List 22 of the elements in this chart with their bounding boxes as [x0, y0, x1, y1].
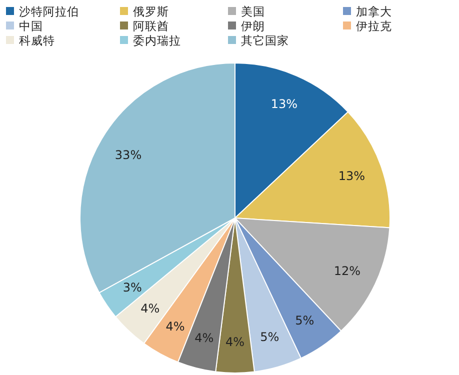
legend-label: 科威特 — [19, 34, 55, 48]
legend-label: 其它国家 — [241, 34, 289, 48]
legend-label: 阿联酋 — [133, 19, 169, 33]
data-label: 13% — [338, 168, 366, 183]
legend-label: 沙特阿拉伯 — [19, 4, 79, 18]
data-label: 4% — [166, 320, 185, 334]
data-label: 3% — [122, 280, 142, 295]
data-label: 4% — [225, 335, 245, 349]
legend-label: 美国 — [241, 4, 265, 18]
legend-label: 伊拉克 — [356, 19, 392, 33]
legend-label: 委内瑞拉 — [133, 34, 181, 48]
data-label: 5% — [295, 314, 314, 328]
legend-label: 加拿大 — [356, 4, 392, 18]
data-label: 13% — [270, 97, 298, 112]
legend-label: 中国 — [19, 19, 43, 33]
legend-label: 伊朗 — [241, 19, 265, 33]
legend-label: 俄罗斯 — [133, 4, 169, 18]
data-label: 4% — [194, 331, 214, 346]
data-label: 4% — [140, 301, 160, 316]
data-label: 5% — [260, 330, 280, 344]
data-label: 12% — [334, 264, 361, 278]
data-label: 33% — [114, 148, 142, 162]
